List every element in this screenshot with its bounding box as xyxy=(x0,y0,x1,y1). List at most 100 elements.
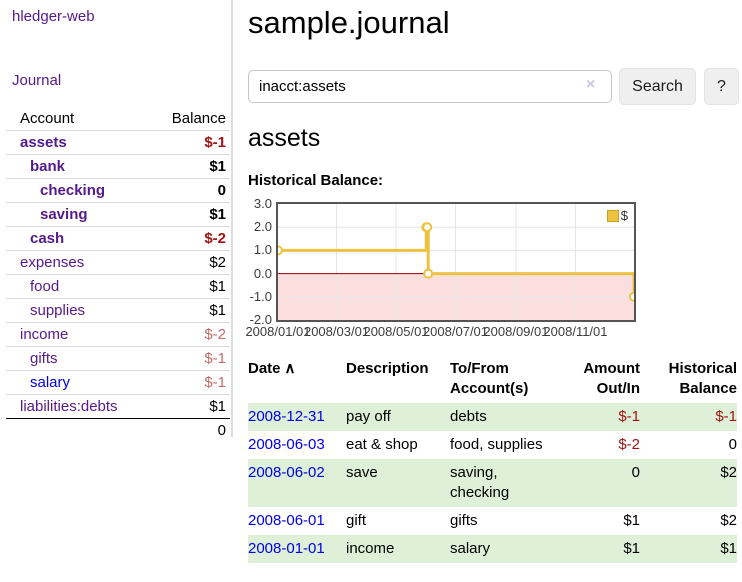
account-link-food[interactable]: food xyxy=(30,278,59,295)
transaction-balance: $2 xyxy=(640,459,737,507)
accounts-table: Account Balance assets $-1 bank $1 check… xyxy=(6,107,230,442)
y-tick-label: 2.0 xyxy=(248,220,272,234)
account-row: gifts $-1 xyxy=(6,347,230,371)
register-table: Date∧ Description To/From Account(s) Amo… xyxy=(248,355,737,563)
account-link-checking[interactable]: checking xyxy=(40,182,105,199)
account-balance: $-1 xyxy=(152,131,230,155)
help-button[interactable]: ? xyxy=(704,68,739,105)
account-link-salary[interactable]: salary xyxy=(30,374,70,391)
account-row: salary $-1 xyxy=(6,371,230,395)
account-balance: $-1 xyxy=(152,347,230,371)
account-link-assets[interactable]: assets xyxy=(20,134,67,151)
y-tick-label: 3.0 xyxy=(248,197,272,211)
transaction-description: income xyxy=(346,535,450,563)
account-row: cash $-2 xyxy=(6,227,230,251)
y-tick-label: -1.0 xyxy=(248,290,272,304)
account-balance: 0 xyxy=(152,179,230,203)
accounts-total-value: 0 xyxy=(152,419,230,443)
sidebar: hledger-web Journal Account Balance asse… xyxy=(0,0,233,437)
account-balance: $1 xyxy=(152,275,230,299)
transaction-accounts: saving, checking xyxy=(450,459,568,507)
account-link-saving[interactable]: saving xyxy=(40,206,88,223)
account-row: income $-2 xyxy=(6,323,230,347)
accounts-total-row: 0 xyxy=(6,419,230,443)
account-row: saving $1 xyxy=(6,203,230,227)
balance-chart: $ 3.02.01.00.0-1.0-2.02008/01/012008/03/… xyxy=(248,199,740,342)
transaction-date-link[interactable]: 2008-01-01 xyxy=(248,540,325,557)
page-title: sample.journal xyxy=(248,5,740,41)
legend-swatch-icon xyxy=(607,210,619,222)
account-balance: $1 xyxy=(152,395,230,419)
account-row: liabilities:debts $1 xyxy=(6,395,230,419)
register-header-date[interactable]: Date∧ xyxy=(248,355,346,403)
transaction-amount: $1 xyxy=(568,535,640,563)
transaction-description: save xyxy=(346,459,450,507)
register-header-accounts: To/From Account(s) xyxy=(450,355,568,403)
transaction-description: eat & shop xyxy=(346,431,450,459)
account-row: assets $-1 xyxy=(6,131,230,155)
register-header-description: Description xyxy=(346,355,450,403)
main-content: sample.journal × Search ? assets Histori… xyxy=(248,0,740,563)
search-form: × Search ? xyxy=(248,68,740,105)
account-link-bank[interactable]: bank xyxy=(30,158,65,175)
accounts-header-account: Account xyxy=(6,107,152,131)
account-row: bank $1 xyxy=(6,155,230,179)
transaction-description: pay off xyxy=(346,403,450,431)
search-input[interactable] xyxy=(248,70,612,103)
account-row: food $1 xyxy=(6,275,230,299)
transaction-accounts: salary xyxy=(450,535,568,563)
account-balance: $-2 xyxy=(152,227,230,251)
transaction-date-link[interactable]: 2008-06-02 xyxy=(248,464,325,481)
transaction-amount: $-2 xyxy=(568,431,640,459)
account-link-expenses[interactable]: expenses xyxy=(20,254,84,271)
transaction-balance: $-1 xyxy=(640,403,737,431)
transaction-description: gift xyxy=(346,507,450,535)
transaction-accounts: gifts xyxy=(450,507,568,535)
legend-label: $ xyxy=(621,208,628,223)
register-row: 2008-01-01 income salary $1 $1 xyxy=(248,535,737,563)
y-tick-label: 0.0 xyxy=(248,267,272,281)
register-header-balance: Historical Balance xyxy=(640,355,737,403)
account-heading: assets xyxy=(248,124,740,153)
account-link-supplies[interactable]: supplies xyxy=(30,302,85,319)
sidebar-item-journal[interactable]: Journal xyxy=(12,72,231,89)
transaction-amount: $-1 xyxy=(568,403,640,431)
chart-title: Historical Balance: xyxy=(248,172,740,189)
transaction-accounts: debts xyxy=(450,403,568,431)
sort-ascending-icon: ∧ xyxy=(285,360,296,377)
account-balance: $1 xyxy=(152,299,230,323)
transaction-amount: $1 xyxy=(568,507,640,535)
account-link-income[interactable]: income xyxy=(20,326,68,343)
transaction-amount: 0 xyxy=(568,459,640,507)
account-row: checking 0 xyxy=(6,179,230,203)
register-row: 2008-06-03 eat & shop food, supplies $-2… xyxy=(248,431,737,459)
account-row: supplies $1 xyxy=(6,299,230,323)
account-balance: $-2 xyxy=(152,323,230,347)
account-balance: $1 xyxy=(152,155,230,179)
transaction-balance: 0 xyxy=(640,431,737,459)
accounts-header-balance: Balance xyxy=(152,107,230,131)
transaction-balance: $1 xyxy=(640,535,737,563)
account-balance: $2 xyxy=(152,251,230,275)
brand-link[interactable]: hledger-web xyxy=(12,8,231,25)
register-header-amount: Amount Out/In xyxy=(568,355,640,403)
register-row: 2008-06-01 gift gifts $1 $2 xyxy=(248,507,737,535)
account-balance: $1 xyxy=(152,203,230,227)
search-button[interactable]: Search xyxy=(619,68,696,105)
chart-legend: $ xyxy=(605,207,630,224)
register-row: 2008-12-31 pay off debts $-1 $-1 xyxy=(248,403,737,431)
transaction-balance: $2 xyxy=(640,507,737,535)
chart-plot: $ xyxy=(276,202,636,322)
account-link-gifts[interactable]: gifts xyxy=(30,350,58,367)
transaction-date-link[interactable]: 2008-06-03 xyxy=(248,436,325,453)
clear-search-icon[interactable]: × xyxy=(586,77,595,93)
transaction-date-link[interactable]: 2008-12-31 xyxy=(248,408,325,425)
account-link-liabilities-debts[interactable]: liabilities:debts xyxy=(20,398,118,415)
register-row: 2008-06-02 save saving, checking 0 $2 xyxy=(248,459,737,507)
account-link-cash[interactable]: cash xyxy=(30,230,64,247)
y-tick-label: 1.0 xyxy=(248,243,272,257)
transaction-accounts: food, supplies xyxy=(450,431,568,459)
transaction-date-link[interactable]: 2008-06-01 xyxy=(248,512,325,529)
x-tick-label: 2008/11/01 xyxy=(538,325,612,339)
account-row: expenses $2 xyxy=(6,251,230,275)
